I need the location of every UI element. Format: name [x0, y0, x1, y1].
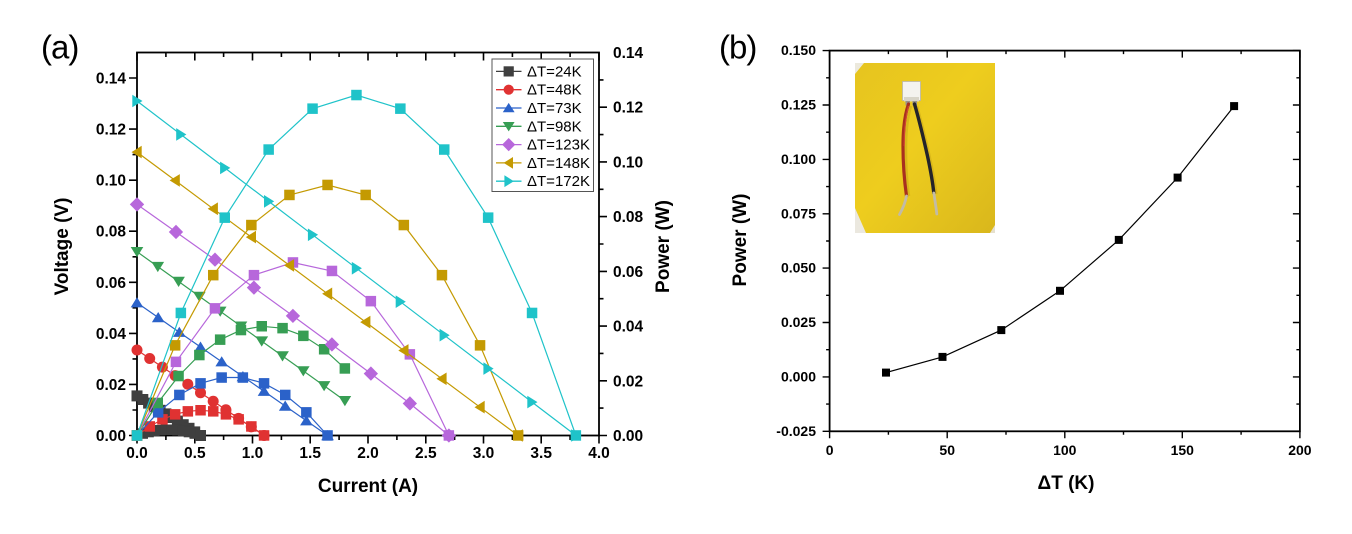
svg-text:ΔT (K): ΔT (K): [1038, 473, 1095, 494]
svg-text:200: 200: [1288, 442, 1312, 458]
svg-text:1.5: 1.5: [299, 445, 321, 462]
svg-text:ΔT=123K: ΔT=123K: [527, 137, 590, 154]
svg-text:0.08: 0.08: [96, 224, 127, 241]
svg-text:0.02: 0.02: [96, 377, 126, 394]
svg-text:0.12: 0.12: [613, 100, 643, 117]
svg-text:3.0: 3.0: [473, 445, 495, 462]
svg-text:0.00: 0.00: [96, 428, 126, 445]
svg-text:0.14: 0.14: [613, 45, 644, 62]
svg-text:Voltage (V): Voltage (V): [52, 198, 73, 296]
svg-text:0.025: 0.025: [781, 314, 816, 330]
svg-text:50: 50: [939, 442, 955, 458]
svg-text:0.5: 0.5: [184, 445, 206, 462]
svg-text:0.00: 0.00: [613, 428, 643, 445]
svg-text:4.0: 4.0: [588, 445, 610, 462]
svg-text:0.150: 0.150: [781, 42, 816, 58]
svg-text:ΔT=48K: ΔT=48K: [527, 82, 582, 99]
svg-text:0.000: 0.000: [781, 368, 816, 384]
svg-text:Current (A): Current (A): [318, 476, 418, 497]
svg-text:0: 0: [826, 442, 834, 458]
svg-text:-0.025: -0.025: [776, 423, 816, 439]
svg-text:3.5: 3.5: [530, 445, 552, 462]
svg-text:0.14: 0.14: [96, 71, 127, 88]
svg-text:(b): (b): [719, 29, 756, 66]
svg-text:0.04: 0.04: [613, 319, 644, 336]
svg-text:0.02: 0.02: [613, 373, 643, 390]
svg-text:Power (W): Power (W): [653, 200, 674, 293]
svg-text:0.06: 0.06: [613, 264, 644, 281]
svg-text:100: 100: [1053, 442, 1077, 458]
svg-text:ΔT=148K: ΔT=148K: [527, 155, 590, 172]
svg-text:150: 150: [1171, 442, 1195, 458]
svg-text:ΔT=98K: ΔT=98K: [527, 118, 582, 135]
svg-text:2.5: 2.5: [415, 445, 437, 462]
svg-text:0.100: 0.100: [781, 151, 816, 167]
svg-text:0.125: 0.125: [781, 97, 816, 113]
svg-text:(a): (a): [41, 29, 78, 66]
svg-text:2.0: 2.0: [357, 445, 379, 462]
svg-text:0.08: 0.08: [613, 209, 644, 226]
svg-text:ΔT=24K: ΔT=24K: [527, 63, 582, 80]
svg-text:0.0: 0.0: [126, 445, 148, 462]
svg-text:0.12: 0.12: [96, 122, 126, 139]
svg-text:0.050: 0.050: [781, 260, 816, 276]
svg-text:0.075: 0.075: [781, 205, 816, 221]
svg-text:0.04: 0.04: [96, 326, 127, 343]
svg-text:0.10: 0.10: [613, 154, 643, 171]
svg-text:0.10: 0.10: [96, 173, 126, 190]
svg-text:1.0: 1.0: [242, 445, 264, 462]
svg-text:Power (W): Power (W): [730, 194, 751, 287]
svg-text:ΔT=73K: ΔT=73K: [527, 100, 582, 117]
svg-text:ΔT=172K: ΔT=172K: [527, 173, 590, 190]
svg-text:0.06: 0.06: [96, 275, 127, 292]
